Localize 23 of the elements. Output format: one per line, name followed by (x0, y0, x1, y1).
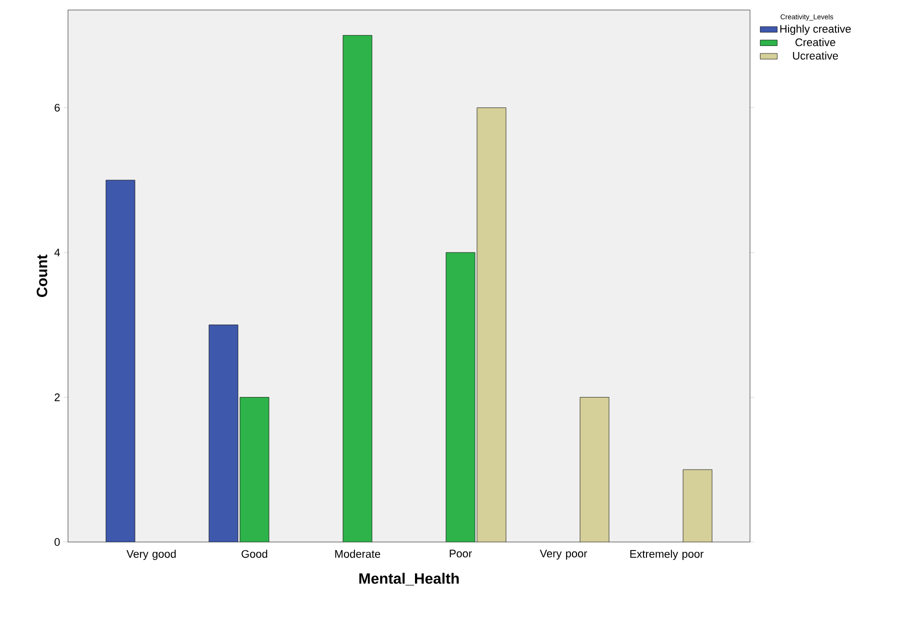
legend-label: Creative (796, 38, 836, 46)
y-tick-label: 0 (54, 538, 60, 546)
y-tick-label: 6 (54, 104, 60, 112)
bar (580, 397, 610, 542)
bar (446, 252, 476, 542)
x-tick-label: Good (242, 550, 268, 558)
x-tick-label: Moderate (335, 550, 380, 558)
bar (682, 469, 712, 542)
y-axis-title: Count (36, 254, 48, 297)
y-tick-label: 4 (54, 248, 60, 256)
x-tick-label: Very poor (540, 550, 588, 560)
x-tick-label: Poor (450, 550, 472, 558)
bar (208, 324, 238, 542)
bar (476, 108, 506, 542)
legend-label: Ucreative (793, 52, 838, 60)
x-axis-title: Mental_Health (359, 572, 459, 586)
x-tick-label: Extremely poor (630, 550, 704, 560)
legend-label: Highly creative (780, 24, 851, 35)
bar (342, 35, 372, 542)
bar (240, 397, 270, 542)
x-tick-label: Very good (126, 550, 176, 560)
y-tick-label: 2 (54, 393, 60, 402)
bar (106, 180, 136, 542)
